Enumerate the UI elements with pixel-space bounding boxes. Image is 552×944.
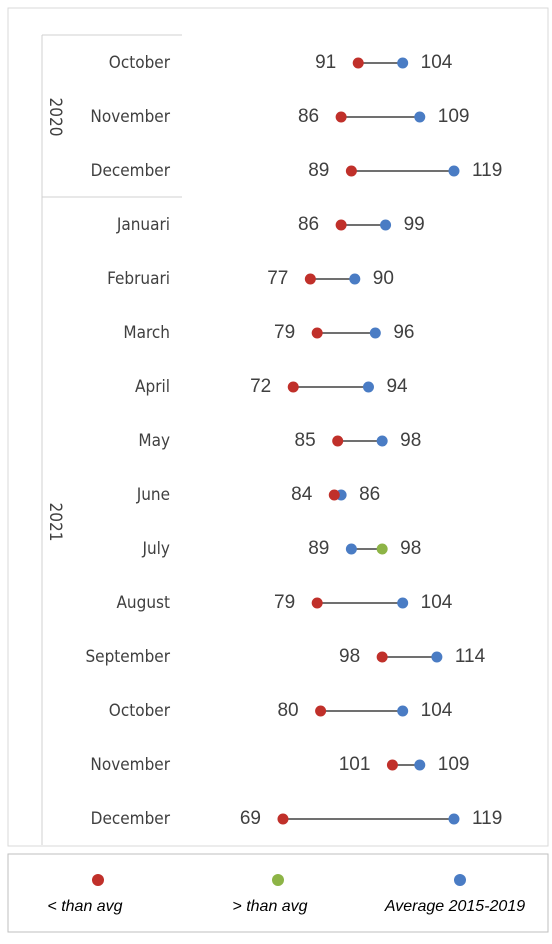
dot — [448, 813, 460, 825]
dot — [376, 543, 388, 555]
dot — [376, 435, 388, 447]
dot — [431, 651, 443, 663]
dot — [448, 165, 460, 177]
group-label: 2020 — [45, 98, 65, 137]
data-label: 72 — [250, 376, 271, 397]
category-label: November — [90, 107, 170, 127]
legend-marker — [454, 874, 466, 886]
category-label: Januari — [116, 215, 170, 235]
dot — [315, 705, 327, 717]
data-label: 98 — [400, 430, 421, 451]
data-label: 79 — [274, 592, 295, 613]
data-label: 109 — [438, 106, 470, 127]
dot — [345, 165, 357, 177]
data-label: 69 — [240, 808, 261, 829]
dot — [414, 111, 426, 123]
data-label: 86 — [298, 106, 319, 127]
data-label: 90 — [373, 268, 394, 289]
dot — [328, 489, 340, 501]
category-label: August — [116, 593, 170, 613]
data-label: 86 — [359, 484, 380, 505]
legend-marker — [272, 874, 284, 886]
category-label: November — [90, 755, 170, 775]
data-label: 104 — [421, 52, 453, 73]
category-label: March — [123, 323, 170, 343]
dot — [335, 111, 347, 123]
data-label: 98 — [339, 646, 360, 667]
dot — [287, 381, 299, 393]
dot — [311, 597, 323, 609]
dot — [380, 219, 392, 231]
data-label: 114 — [455, 646, 486, 667]
data-label: 119 — [472, 808, 502, 829]
data-label: 119 — [472, 160, 502, 181]
legend-marker — [92, 874, 104, 886]
dot — [362, 381, 374, 393]
dot — [376, 651, 388, 663]
category-label: May — [138, 431, 170, 451]
data-label: 98 — [400, 538, 421, 559]
dot — [304, 273, 316, 285]
category-label: October — [109, 53, 171, 73]
dot — [332, 435, 344, 447]
data-label: 94 — [386, 376, 408, 397]
category-label: September — [85, 647, 170, 667]
dot — [397, 57, 409, 69]
data-label: 79 — [274, 322, 295, 343]
dot — [397, 597, 409, 609]
dot — [397, 705, 409, 717]
data-label: 109 — [438, 754, 470, 775]
data-label: 89 — [308, 538, 329, 559]
dot — [369, 327, 381, 339]
data-label: 99 — [404, 214, 425, 235]
data-label: 89 — [308, 160, 329, 181]
dot — [414, 759, 426, 771]
data-label: 84 — [291, 484, 313, 505]
legend-label: Average 2015-2019 — [384, 898, 525, 915]
dot — [386, 759, 398, 771]
category-label: October — [109, 701, 171, 721]
dot — [277, 813, 289, 825]
dot — [345, 543, 357, 555]
plot-frame — [7, 7, 549, 847]
dot — [311, 327, 323, 339]
category-label: July — [141, 539, 170, 559]
data-label: 104 — [421, 592, 453, 613]
category-label: December — [91, 161, 171, 181]
data-label: 91 — [315, 52, 336, 73]
data-label: 96 — [393, 322, 414, 343]
legend-frame — [7, 853, 549, 933]
category-label: April — [135, 377, 170, 397]
category-label: Februari — [107, 269, 170, 289]
dot — [352, 57, 364, 69]
legend-label: < than avg — [47, 898, 122, 915]
data-label: 86 — [298, 214, 319, 235]
data-label: 101 — [339, 754, 371, 775]
data-label: 85 — [295, 430, 316, 451]
category-label: June — [136, 485, 170, 505]
dot — [349, 273, 361, 285]
legend-label: > than avg — [232, 898, 307, 915]
category-label: December — [91, 809, 171, 829]
data-label: 77 — [267, 268, 288, 289]
dot — [335, 219, 347, 231]
data-label: 104 — [421, 700, 453, 721]
data-label: 80 — [277, 700, 298, 721]
group-label: 2021 — [45, 503, 65, 542]
